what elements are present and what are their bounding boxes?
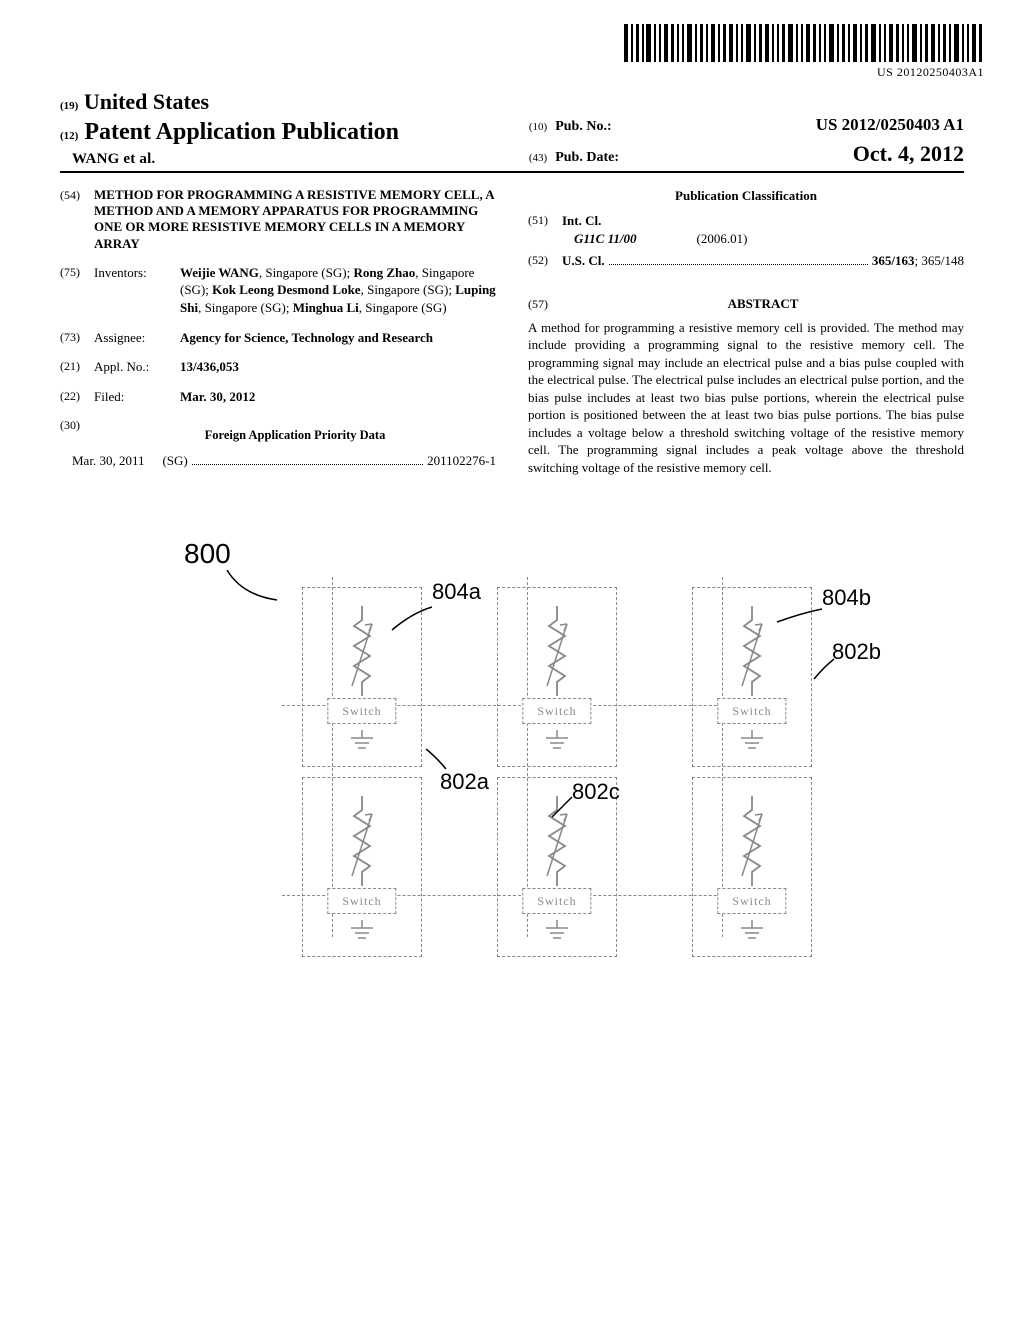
ground-icon xyxy=(349,730,375,756)
foreign-title: Foreign Application Priority Data xyxy=(94,427,496,444)
inventors-label: Inventors: xyxy=(94,264,180,317)
dots-icon xyxy=(192,455,423,465)
kind-label: Patent Application Publication xyxy=(84,119,399,145)
ground-icon xyxy=(544,730,570,756)
leader-line-icon xyxy=(550,795,578,823)
resistor-icon xyxy=(350,796,374,886)
ground-icon xyxy=(739,730,765,756)
leader-line-icon xyxy=(387,605,437,635)
ground-icon xyxy=(544,920,570,946)
assignee-num: (73) xyxy=(60,329,94,347)
assignee-text: Agency for Science, Technology and Resea… xyxy=(180,329,496,347)
barcode-icon: US 20120250403A1 xyxy=(624,24,984,80)
foreign-cc: (SG) xyxy=(162,452,187,470)
header-row: (19) United States (12) Patent Applicati… xyxy=(60,87,964,173)
pubno-value: US 2012/0250403 A1 xyxy=(816,114,964,137)
callout-804a: 804a xyxy=(432,577,481,607)
figure-wrap: 800 Switch Switch Switch xyxy=(60,517,964,977)
switch-box: Switch xyxy=(522,698,591,724)
title-num: (54) xyxy=(60,187,94,252)
callout-802c: 802c xyxy=(572,777,620,807)
resistor-icon xyxy=(740,606,764,696)
classification-title: Publication Classification xyxy=(528,187,964,205)
applno-text: 13/436,053 xyxy=(180,358,496,376)
switch-box: Switch xyxy=(522,888,591,914)
callout-804b: 804b xyxy=(822,583,871,613)
biblio-left-col: (54) METHOD FOR PROGRAMMING A RESISTIVE … xyxy=(60,187,496,477)
memory-cell: Switch xyxy=(692,777,812,957)
switch-box: Switch xyxy=(327,888,396,914)
header-left: (19) United States (12) Patent Applicati… xyxy=(60,87,517,169)
country-name: United States xyxy=(84,89,209,114)
memory-cell: Switch xyxy=(302,777,422,957)
leader-line-icon xyxy=(772,607,827,627)
abstract-title: ABSTRACT xyxy=(562,295,964,313)
uscl-other: ; 365/148 xyxy=(915,252,964,270)
barcode-label: US 20120250403A1 xyxy=(624,64,984,80)
applno-num: (21) xyxy=(60,358,94,376)
uscl-num: (52) xyxy=(528,252,562,270)
leader-line-icon xyxy=(222,565,282,605)
kind-num: (12) xyxy=(60,130,78,142)
intcl-year: (2006.01) xyxy=(697,230,748,248)
abstract-body: A method for programming a resistive mem… xyxy=(528,319,964,477)
pubno-label: Pub. No.: xyxy=(555,118,611,137)
invention-title: METHOD FOR PROGRAMMING A RESISTIVE MEMOR… xyxy=(94,187,496,252)
dots-icon xyxy=(609,254,868,264)
filed-text: Mar. 30, 2012 xyxy=(180,388,496,406)
memory-cell: Switch xyxy=(497,587,617,767)
switch-box: Switch xyxy=(327,698,396,724)
pubno-num: (10) xyxy=(529,120,547,135)
foreign-date: Mar. 30, 2011 xyxy=(72,452,144,470)
filed-num: (22) xyxy=(60,388,94,406)
uscl-main: 365/163 xyxy=(872,252,915,270)
authors-line: WANG et al. xyxy=(60,149,517,169)
header-right: (10) Pub. No.: US 2012/0250403 A1 (43) P… xyxy=(517,114,964,169)
intcl-label: Int. Cl. xyxy=(562,212,964,230)
leader-line-icon xyxy=(812,657,842,687)
ground-icon xyxy=(739,920,765,946)
ground-icon xyxy=(349,920,375,946)
foreign-appno: 201102276-1 xyxy=(427,452,496,470)
biblio-section: (54) METHOD FOR PROGRAMMING A RESISTIVE … xyxy=(60,187,964,477)
switch-box: Switch xyxy=(717,698,786,724)
abstract-num: (57) xyxy=(528,296,562,312)
resistor-icon xyxy=(545,606,569,696)
resistor-icon xyxy=(740,796,764,886)
pubdate-label: Pub. Date: xyxy=(555,149,619,168)
leader-line-icon xyxy=(424,747,454,772)
country-num: (19) xyxy=(60,100,78,112)
filed-label: Filed: xyxy=(94,388,180,406)
inventors-num: (75) xyxy=(60,264,94,317)
pubdate-value: Oct. 4, 2012 xyxy=(853,139,964,169)
figure-800: 800 Switch Switch Switch xyxy=(172,517,852,977)
biblio-right-col: Publication Classification (51) Int. Cl.… xyxy=(528,187,964,477)
barcode-block: US 20120250403A1 xyxy=(60,24,984,81)
intcl-num: (51) xyxy=(528,212,562,247)
intcl-code: G11C 11/00 xyxy=(574,231,637,246)
assignee-label: Assignee: xyxy=(94,329,180,347)
applno-label: Appl. No.: xyxy=(94,358,180,376)
switch-box: Switch xyxy=(717,888,786,914)
uscl-label: U.S. Cl. xyxy=(562,252,605,270)
resistor-icon xyxy=(350,606,374,696)
foreign-num: (30) xyxy=(60,417,94,452)
pubdate-num: (43) xyxy=(529,151,547,166)
inventors-text: Weijie WANG, Singapore (SG); Rong Zhao, … xyxy=(180,264,496,317)
